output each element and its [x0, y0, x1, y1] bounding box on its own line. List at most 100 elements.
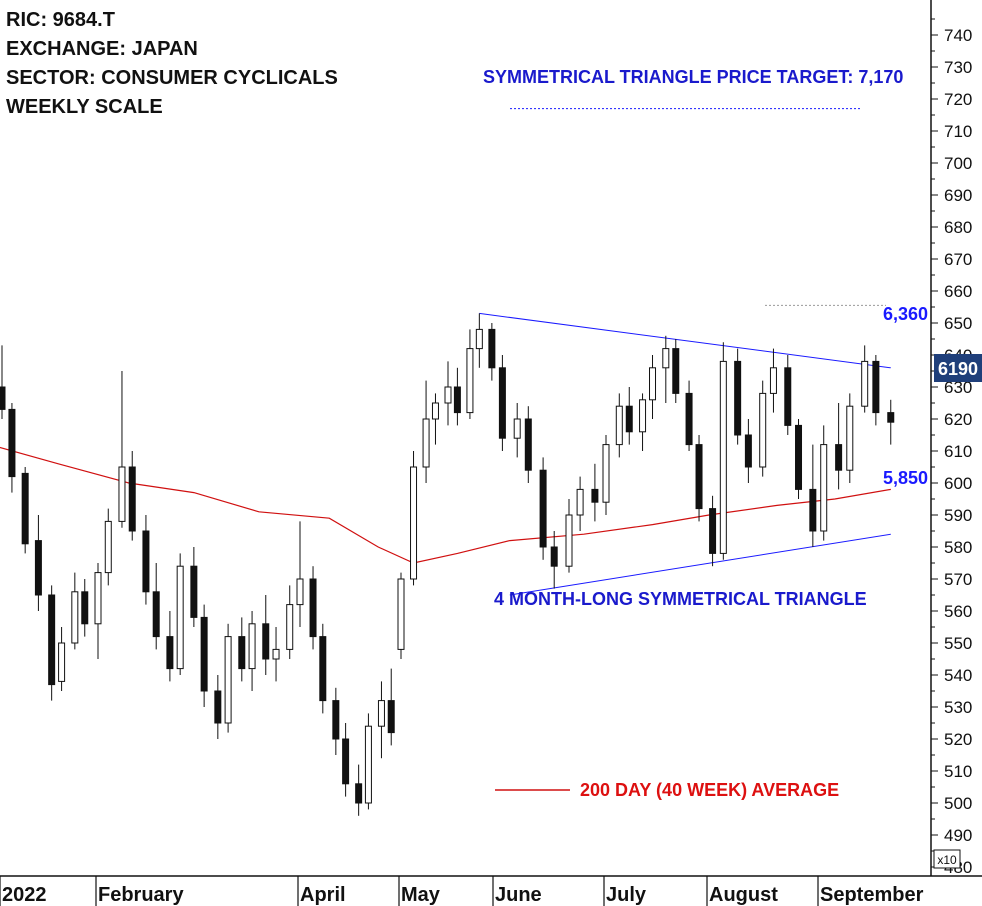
candlestick: [166, 611, 174, 682]
candle-body: [615, 405, 623, 446]
multiplier-box: x10: [933, 849, 961, 869]
scale-label: WEEKLY SCALE: [6, 96, 163, 118]
candlestick: [224, 623, 232, 733]
y-tick-label: 560: [944, 602, 972, 621]
candlestick: [734, 348, 742, 445]
candle-body: [262, 623, 270, 660]
candlestick: [272, 627, 280, 682]
candle-body: [576, 488, 584, 516]
candlestick: [21, 467, 29, 554]
y-tick-label: 570: [944, 570, 972, 589]
moving-average-layer: [0, 446, 891, 564]
candlestick: [524, 406, 532, 483]
candlestick: [649, 355, 657, 419]
candle-body: [224, 636, 232, 724]
price-target-annotation: SYMMETRICAL TRIANGLE PRICE TARGET: 7,170: [483, 67, 903, 87]
candlestick: [364, 713, 372, 810]
candlestick: [0, 345, 6, 419]
candlestick: [296, 521, 304, 627]
candlestick: [431, 393, 439, 445]
candle-body: [332, 700, 340, 740]
candlestick: [58, 627, 66, 691]
y-tick-label: 540: [944, 666, 972, 685]
candle-body: [769, 367, 777, 394]
candlestick: [214, 675, 222, 739]
candle-body: [734, 360, 742, 436]
candle-body: [539, 469, 547, 548]
candle-body: [872, 360, 880, 414]
candlestick: [820, 425, 828, 541]
candle-body: [387, 700, 395, 734]
candlestick: [248, 611, 256, 691]
candle-body: [820, 444, 828, 532]
candlestick: [809, 444, 817, 547]
candle-body: [104, 520, 112, 574]
sector-label: SECTOR: CONSUMER CYCLICALS: [6, 67, 338, 89]
candle-body: [498, 367, 506, 439]
candle-body: [625, 405, 633, 433]
y-tick-label: 690: [944, 186, 972, 205]
candle-body: [238, 636, 246, 670]
candle-body: [602, 444, 610, 503]
candle-body: [397, 578, 405, 650]
candlestick: [639, 393, 647, 451]
candle-body: [744, 434, 752, 468]
candle-body: [355, 783, 363, 804]
candlestick: [342, 723, 350, 797]
y-tick-label: 620: [944, 410, 972, 429]
y-tick-label: 520: [944, 730, 972, 749]
y-tick-label: 710: [944, 122, 972, 141]
y-tick-label: 490: [944, 826, 972, 845]
moving-average-line: [0, 446, 891, 564]
x-tick-label: May: [401, 884, 441, 906]
candle-body: [649, 367, 657, 401]
candlestick: [142, 515, 150, 605]
candle-body: [0, 386, 6, 410]
candlestick: [94, 563, 102, 659]
exchange-label: EXCHANGE: JAPAN: [6, 38, 198, 60]
candle-body: [8, 408, 16, 478]
candle-body: [342, 738, 350, 785]
candlestick: [769, 348, 777, 413]
candle-body: [94, 572, 102, 625]
candle-body: [695, 444, 703, 510]
candlestick: [453, 367, 461, 426]
candlestick: [615, 393, 623, 458]
candlestick: [475, 313, 483, 368]
candlestick: [71, 572, 79, 650]
candle-body: [176, 565, 184, 670]
candle-body: [58, 642, 66, 682]
ric-label: RIC: 9684.T: [6, 9, 115, 31]
trendline-layer: [479, 108, 891, 596]
candlestick: [34, 515, 42, 611]
candlestick: [672, 339, 680, 403]
y-tick-label: 730: [944, 58, 972, 77]
candlestick: [695, 435, 703, 522]
candlestick: [8, 403, 16, 493]
x-tick-label: 2022: [2, 884, 47, 906]
candle-body: [248, 623, 256, 670]
candlestick: [576, 476, 584, 531]
y-tick-label: 530: [944, 698, 972, 717]
candle-body: [319, 636, 327, 702]
candle-body: [431, 402, 439, 420]
candlestick: [719, 342, 727, 560]
last-price-tag-bg: [934, 354, 982, 382]
x-axis: 2022 February April May June July August Septem…: [0, 876, 924, 906]
candle-body: [214, 690, 222, 724]
candlestick: [539, 457, 547, 560]
candle-body: [71, 591, 79, 644]
pattern-annotation: 4 MONTH-LONG SYMMETRICAL TRIANGLE: [494, 589, 867, 609]
candlestick: [625, 387, 633, 445]
candlestick: [602, 435, 610, 515]
candlestick: [498, 355, 506, 451]
y-tick-label: 580: [944, 538, 972, 557]
candlestick: [685, 380, 693, 451]
candle-body: [142, 530, 150, 593]
candle-body: [475, 328, 483, 350]
y-tick-label: 680: [944, 218, 972, 237]
candle-body: [453, 386, 461, 414]
candlestick: [795, 419, 803, 499]
y-tick-label: 740: [944, 26, 972, 45]
candle-body: [709, 508, 717, 554]
